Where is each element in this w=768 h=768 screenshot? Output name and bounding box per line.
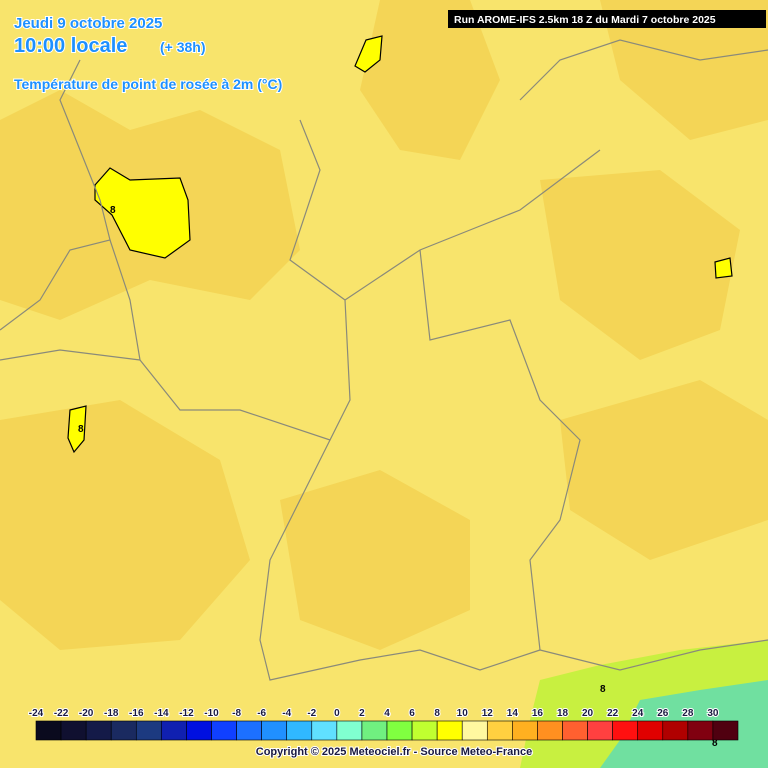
legend-cell — [336, 720, 363, 741]
legend-tick-label: 2 — [359, 708, 365, 719]
legend-cell — [612, 720, 639, 741]
legend-tick-label: 24 — [632, 708, 644, 719]
legend-tick-label: 12 — [482, 708, 494, 719]
legend-tick-label: 30 — [707, 708, 719, 719]
legend-tick-label: 28 — [682, 708, 694, 719]
legend-tick-label: -8 — [232, 708, 241, 719]
legend-tick-label: -2 — [307, 708, 316, 719]
legend-cell — [537, 720, 563, 741]
legend-cell — [261, 720, 288, 741]
legend-tick-label: 16 — [532, 708, 544, 719]
legend-cell — [161, 720, 187, 741]
legend-cell — [461, 720, 488, 741]
legend-cell — [85, 720, 112, 741]
legend-cell — [662, 720, 689, 741]
legend-tick-label: 20 — [582, 708, 594, 719]
contour-label: 8 — [78, 424, 84, 435]
borders — [0, 39, 768, 681]
copyright: Copyright © 2025 Meteociel.fr - Source M… — [256, 746, 532, 758]
legend-cell — [486, 720, 513, 741]
legend-cell — [186, 720, 212, 741]
contour-label: 8 — [110, 205, 116, 216]
legend-tick-label: -16 — [129, 708, 144, 719]
contour-label: 8 — [600, 684, 606, 695]
legend-tick-label: 22 — [607, 708, 619, 719]
legend-cell — [562, 720, 588, 741]
legend-cell — [512, 720, 538, 741]
legend-tick-label: 14 — [507, 708, 519, 719]
legend-tick-label: 0 — [334, 708, 340, 719]
legend-tick-label: 6 — [409, 708, 415, 719]
legend-cell — [687, 720, 714, 741]
contour-label: 8 — [712, 738, 718, 749]
yellow-patch — [714, 257, 733, 279]
yellow-patch — [354, 35, 383, 73]
legend-cell — [110, 720, 137, 741]
legend-cell — [286, 720, 313, 741]
legend-cell — [361, 720, 388, 741]
legend-cell — [587, 720, 613, 741]
legend-cell — [386, 720, 413, 741]
legend-tick-label: -14 — [154, 708, 169, 719]
legend-cell — [60, 720, 87, 741]
legend-tick-label: -22 — [54, 708, 69, 719]
yellow-patch — [67, 405, 87, 454]
legend-cell — [236, 720, 262, 741]
legend: -24 -22 -20 -18 -16 -14 -12 -10 -8 -6 -4 -2 0 2 4 6 8 10 1… — [28, 707, 739, 741]
legend-tick-label: 8 — [434, 708, 440, 719]
legend-cell — [712, 720, 739, 741]
yellow-patch — [94, 167, 191, 259]
legend-tick-label: -24 — [29, 708, 44, 719]
legend-cell — [135, 720, 162, 741]
legend-tick-label: -4 — [282, 708, 291, 719]
map-time: 10:00 locale — [14, 35, 127, 57]
legend-cell — [436, 720, 463, 741]
run-box — [448, 10, 766, 28]
darker-zones — [0, 0, 768, 650]
legend-cell — [311, 720, 338, 741]
legend-cell — [35, 720, 62, 741]
legend-tick-label: 4 — [384, 708, 390, 719]
legend-tick-label: 26 — [657, 708, 669, 719]
lead-time: (+ 38h) — [160, 39, 206, 55]
legend-cell — [637, 720, 664, 741]
legend-tick-label: 18 — [557, 708, 569, 719]
legend-tick-label: 10 — [457, 708, 469, 719]
legend-tick-label: -10 — [204, 708, 219, 719]
legend-tick-label: -6 — [257, 708, 266, 719]
map-date: Jeudi 9 octobre 2025 — [14, 15, 162, 32]
legend-tick-label: -18 — [104, 708, 119, 719]
legend-cell — [411, 720, 438, 741]
legend-cell — [211, 720, 237, 741]
legend-tick-label: -12 — [179, 708, 194, 719]
legend-tick-label: -20 — [79, 708, 94, 719]
parameter: Température de point de rosée à 2m (°C) — [14, 76, 282, 92]
run-info: Run AROME-IFS 2.5km 18 Z du Mardi 7 octo… — [454, 14, 716, 26]
